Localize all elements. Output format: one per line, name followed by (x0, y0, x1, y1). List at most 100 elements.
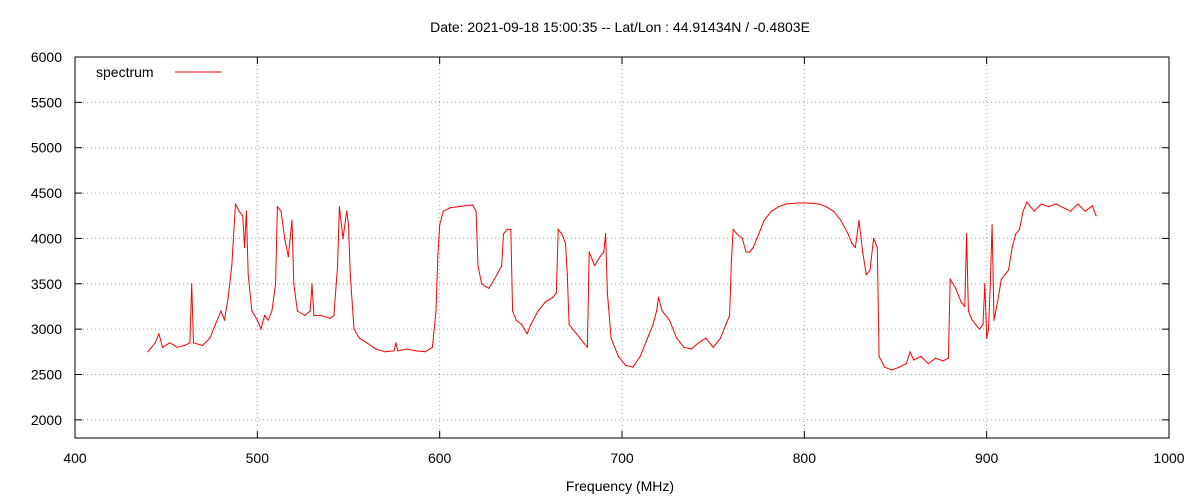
data-point (646, 337, 649, 339)
data-point (220, 310, 222, 312)
y-tick-label: 4000 (31, 230, 62, 246)
data-point (320, 314, 322, 317)
data-point (832, 210, 835, 212)
data-point (493, 278, 495, 280)
x-tick-label: 700 (610, 450, 634, 466)
data-point (566, 274, 568, 276)
data-point (154, 342, 156, 344)
data-point (668, 319, 671, 321)
data-point (656, 310, 658, 312)
data-point (338, 206, 340, 208)
series-layer (147, 201, 1097, 371)
data-point (353, 328, 355, 330)
data-point (169, 342, 171, 344)
data-point (712, 346, 714, 348)
y-tick-label: 3000 (31, 321, 62, 337)
data-point (639, 355, 641, 357)
data-point (502, 233, 505, 235)
data-point (1055, 203, 1057, 205)
data-point (557, 228, 559, 230)
data-point (1018, 228, 1021, 230)
data-point (1007, 269, 1010, 271)
data-point (1015, 233, 1017, 235)
data-point (506, 228, 508, 230)
plot-frame (74, 56, 1170, 439)
data-point (406, 348, 408, 350)
y-tick-label: 5500 (31, 94, 62, 110)
x-axis-label: Frequency (MHz) (566, 478, 674, 494)
legend: spectrum (96, 64, 221, 80)
data-point (920, 355, 922, 357)
data-point (1004, 274, 1006, 276)
data-point (865, 274, 867, 276)
x-tick-label: 800 (793, 450, 817, 466)
data-point (862, 251, 864, 253)
data-point (986, 337, 988, 339)
data-point (214, 324, 216, 326)
data-point (966, 233, 968, 235)
data-point (475, 210, 477, 212)
data-point (898, 366, 900, 368)
data-point (851, 242, 853, 244)
data-point (586, 346, 589, 348)
data-point (770, 210, 773, 212)
data-point (291, 219, 293, 221)
data-point (191, 283, 193, 285)
data-point (431, 346, 433, 348)
data-point (313, 314, 315, 317)
data-point (552, 296, 554, 298)
data-point (610, 337, 612, 339)
data-point (652, 324, 654, 326)
data-point (477, 265, 479, 267)
data-point (488, 287, 490, 289)
data-point (993, 319, 995, 321)
data-point (256, 319, 258, 321)
data-point (725, 324, 727, 326)
data-point (909, 351, 911, 353)
data-point (947, 357, 950, 359)
data-point (785, 203, 787, 205)
data-point (333, 314, 335, 317)
data-point (555, 292, 558, 294)
data-point (358, 337, 360, 339)
data-point (561, 233, 563, 235)
data-point (147, 351, 149, 353)
data-point (471, 204, 474, 206)
data-point (384, 351, 386, 353)
data-point (971, 319, 973, 321)
data-point (311, 283, 313, 285)
data-point (349, 274, 351, 276)
data-point (967, 310, 970, 312)
data-point (192, 342, 195, 344)
data-point (439, 224, 441, 226)
data-point (869, 269, 871, 271)
data-point (264, 314, 266, 317)
data-point (964, 305, 966, 308)
x-tick-label: 1000 (1153, 450, 1184, 466)
data-point (588, 251, 590, 253)
data-point (450, 207, 452, 209)
data-point (683, 346, 685, 348)
data-point (568, 324, 570, 326)
data-point (397, 350, 399, 352)
data-point (415, 350, 417, 352)
data-point (935, 357, 937, 359)
data-point (544, 301, 547, 303)
data-point (575, 333, 578, 335)
data-point (657, 296, 660, 298)
data-point (521, 324, 523, 326)
data-point (161, 346, 164, 348)
data-point (329, 317, 331, 319)
data-point (564, 242, 567, 244)
data-point (1069, 210, 1072, 212)
data-point (526, 333, 528, 335)
data-point (984, 283, 986, 285)
data-point (537, 310, 539, 312)
x-tick-label: 400 (63, 450, 87, 466)
data-point (796, 202, 798, 204)
data-point (719, 337, 722, 339)
data-point (690, 348, 692, 350)
data-point (676, 337, 678, 339)
data-point (603, 251, 605, 253)
